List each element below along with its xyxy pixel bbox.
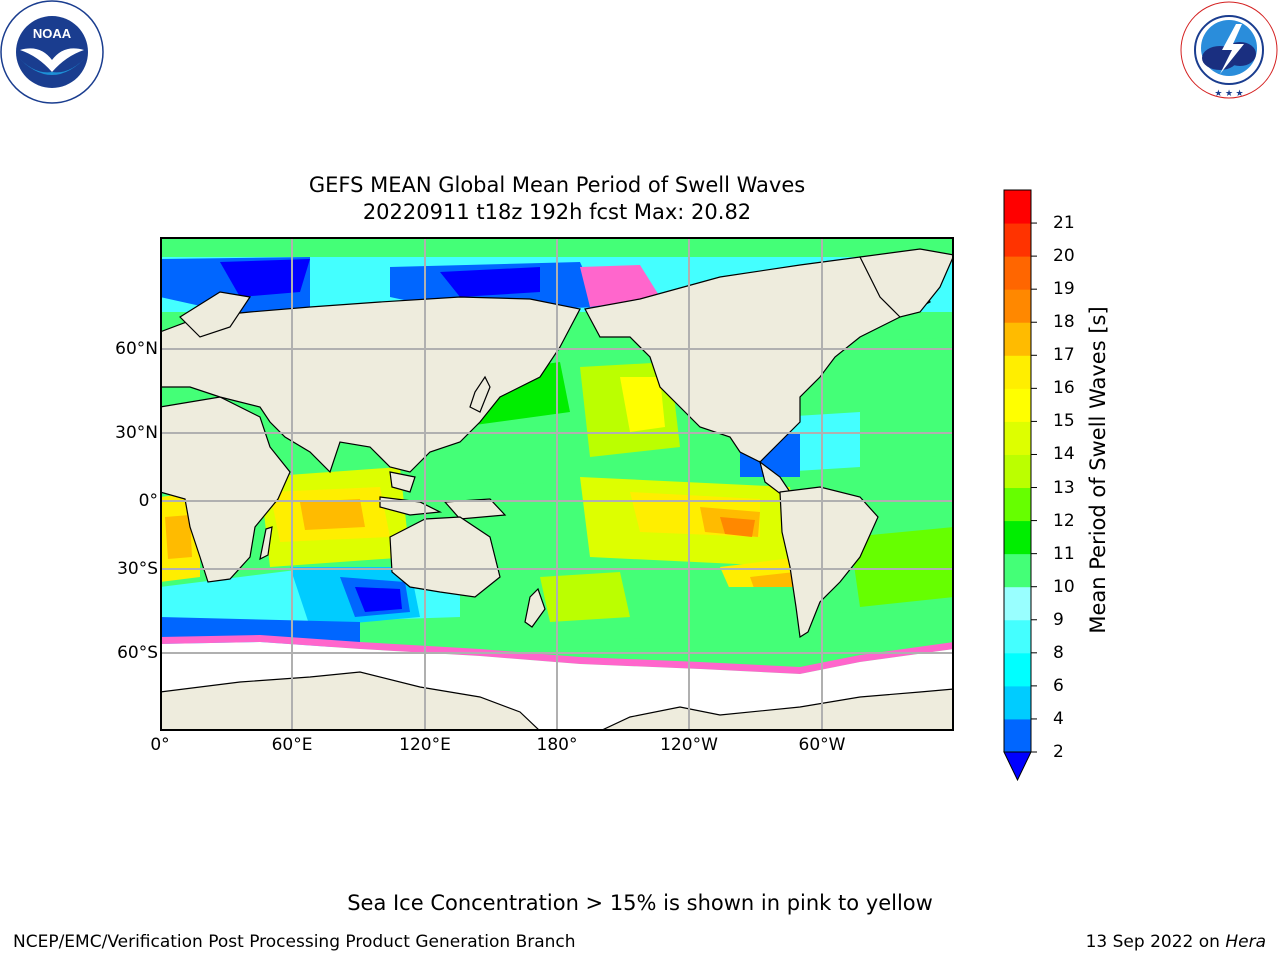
colorbar-segment (1004, 685, 1031, 720)
map-frame (160, 237, 954, 731)
colorbar-tick-label: 18 (1053, 312, 1075, 333)
colorbar-tick-label: 19 (1053, 279, 1075, 300)
colorbar-title: Mean Period of Swell Waves [s] (1086, 306, 1110, 634)
lat-label-60s: 60°S (117, 643, 158, 663)
colorbar-tick-label: 13 (1053, 477, 1075, 498)
colorbar-tick-label: 6 (1053, 675, 1064, 696)
colorbar-segment (1004, 190, 1031, 224)
colorbar-tick-label: 8 (1053, 642, 1064, 663)
colorbar-extend-arrow (1003, 751, 1032, 782)
colorbar-segment (1004, 322, 1031, 356)
colorbar-tick-label: 15 (1053, 411, 1075, 432)
colorbar-segment (1004, 388, 1031, 422)
colorbar-segment (1004, 223, 1031, 257)
colorbar-tick-label: 12 (1053, 510, 1075, 531)
lon-label-60w: 60°W (798, 735, 846, 755)
footer-credit: NCEP/EMC/Verification Post Processing Pr… (13, 932, 576, 952)
lat-label-equator: 0° (138, 491, 158, 511)
swell-period-map (160, 237, 954, 731)
colorbar-tick-label: 9 (1053, 609, 1064, 630)
colorbar-tick-label: 2 (1053, 742, 1064, 762)
nws-logo-icon: ★ ★ ★ (1180, 1, 1278, 99)
colorbar-tick-label: 17 (1053, 345, 1075, 366)
land-masses (160, 248, 954, 731)
colorbar-outline (1003, 189, 1032, 753)
colorbar-tick-label: 14 (1053, 444, 1075, 465)
lat-label-30n: 30°N (115, 423, 158, 443)
footer-host: Hera (1225, 932, 1266, 952)
colorbar (1003, 189, 1037, 782)
noaa-logo-text: NOAA (33, 26, 72, 41)
colorbar-segment (1004, 652, 1031, 687)
colorbar-tick-label: 20 (1053, 246, 1075, 267)
lon-label-180: 180° (536, 735, 578, 755)
sea-ice-note: Sea Ice Concentration > 15% is shown in … (347, 891, 933, 915)
colorbar-segment (1004, 553, 1031, 588)
footer-date: 13 Sep 2022 on Hera (1086, 932, 1266, 952)
colorbar-segment (1004, 289, 1031, 323)
colorbar-tick-label: 11 (1053, 543, 1075, 564)
noaa-logo-icon: NOAA (0, 0, 104, 104)
colorbar-tick-label: 10 (1053, 576, 1075, 597)
colorbar-tick-label: 16 (1053, 378, 1075, 399)
colorbar-segment (1004, 586, 1031, 621)
colorbar-segment (1004, 619, 1031, 654)
map-title-line1: GEFS MEAN Global Mean Period of Swell Wa… (308, 173, 806, 197)
colorbar-segment (1004, 355, 1031, 389)
lon-label-0: 0° (150, 735, 170, 755)
lon-label-120e: 120°E (399, 735, 451, 755)
lat-label-60n: 60°N (115, 339, 158, 359)
footer-date-text: 13 Sep 2022 on (1085, 932, 1226, 952)
map-gridlines (160, 237, 954, 731)
colorbar-tick-label: 4 (1053, 708, 1064, 729)
svg-text:★ ★ ★: ★ ★ ★ (1214, 88, 1243, 98)
colorbar-segment (1004, 718, 1031, 753)
colorbar-segment (1004, 487, 1031, 522)
colorbar-segment (1004, 454, 1031, 489)
colorbar-segment (1004, 520, 1031, 555)
lat-label-30s: 30°S (117, 559, 158, 579)
colorbar-segment (1004, 421, 1031, 455)
map-title-line2: 20220911 t18z 192h fcst Max: 20.82 (362, 200, 752, 224)
lon-label-120w: 120°W (660, 735, 718, 755)
lon-label-60e: 60°E (271, 735, 313, 755)
colorbar-tick-label: 21 (1053, 213, 1075, 234)
colorbar-segment (1004, 256, 1031, 290)
